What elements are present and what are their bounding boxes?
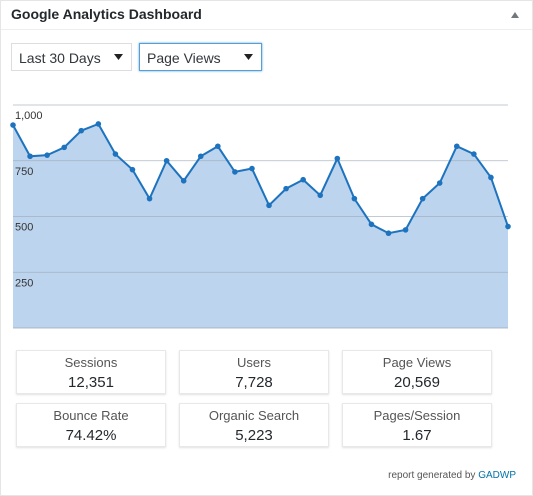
y-tick-label: 250 (15, 277, 33, 289)
page-views-chart: 250 500 750 1,000 (10, 104, 511, 329)
chart-data-point (95, 121, 102, 127)
metric-select[interactable]: Page Views (139, 43, 262, 71)
collapse-arrow-up-icon[interactable] (508, 8, 522, 22)
y-tick-label: 750 (15, 166, 33, 178)
stat-label: Pages/Session (373, 408, 461, 423)
chart-data-point (266, 202, 272, 209)
chart-data-point (232, 169, 238, 175)
chart-data-point (317, 192, 324, 199)
chart-data-point (61, 144, 68, 151)
period-select-value: Last 30 Days (19, 50, 101, 66)
chart-data-point (283, 185, 289, 192)
stat-label: Page Views (382, 355, 452, 370)
gadwp-link[interactable]: GADWP (478, 470, 516, 481)
chart-data-point (112, 151, 119, 157)
chart-data-point (300, 176, 306, 183)
chart-data-point (129, 166, 136, 173)
chart-data-point (471, 151, 477, 157)
widget-header: Google Analytics Dashboard (1, 1, 532, 30)
stat-value: 5,223 (235, 427, 273, 444)
stat-card-page-views: Page Views 20,569 (342, 350, 492, 394)
stat-value: 74.42% (65, 427, 117, 444)
stat-label: Users (237, 355, 271, 370)
stat-card-sessions: Sessions 12,351 (16, 350, 166, 394)
dropdown-arrow-icon (114, 54, 123, 60)
widget-title: Google Analytics Dashboard (11, 6, 202, 22)
y-tick-label: 500 (15, 222, 33, 234)
chart-data-point (402, 227, 409, 233)
stat-label: Bounce Rate (53, 408, 129, 423)
chart-data-point (334, 155, 341, 162)
chart-area-fill (13, 123, 508, 328)
chart-data-point (10, 122, 16, 128)
chart-series-line (12, 122, 509, 235)
chart-data-point (27, 153, 33, 160)
chart-data-point (488, 174, 494, 181)
chart-data-point (249, 165, 255, 172)
chart-data-point (419, 195, 426, 202)
chart-data-point (505, 223, 511, 230)
stat-card-bounce-rate: Bounce Rate 74.42% (16, 403, 166, 447)
stat-label: Organic Search (208, 408, 300, 423)
stat-card-pages-per-session: Pages/Session 1.67 (342, 403, 492, 447)
chart-data-point (180, 178, 187, 184)
stat-value: 1.67 (402, 427, 432, 444)
chart-data-point (44, 152, 50, 158)
report-credit-text: report generated by (388, 470, 476, 481)
chart-data-point (163, 157, 170, 164)
metric-select-value: Page Views (147, 50, 221, 66)
stat-value: 7,728 (235, 374, 273, 391)
chart-data-point (146, 195, 153, 202)
chart-data-point (436, 180, 443, 186)
stat-value: 12,351 (68, 374, 114, 391)
y-tick-label: 1,000 (15, 110, 43, 122)
chart-data-point (78, 127, 85, 134)
stat-card-users: Users 7,728 (179, 350, 329, 394)
chart-data-point (368, 221, 375, 228)
chart-data-point (197, 153, 204, 160)
chart-data-point (351, 195, 358, 202)
chart-data-point (215, 143, 221, 150)
stat-card-organic-search: Organic Search 5,223 (179, 403, 329, 447)
chart-data-point (385, 230, 392, 237)
stat-value: 20,569 (394, 374, 440, 391)
period-select[interactable]: Last 30 Days (11, 43, 132, 71)
dropdown-arrow-icon (244, 54, 253, 60)
report-credit: report generated by GADWP (388, 470, 516, 481)
stat-label: Sessions (64, 355, 118, 370)
chart-data-point (453, 143, 460, 150)
